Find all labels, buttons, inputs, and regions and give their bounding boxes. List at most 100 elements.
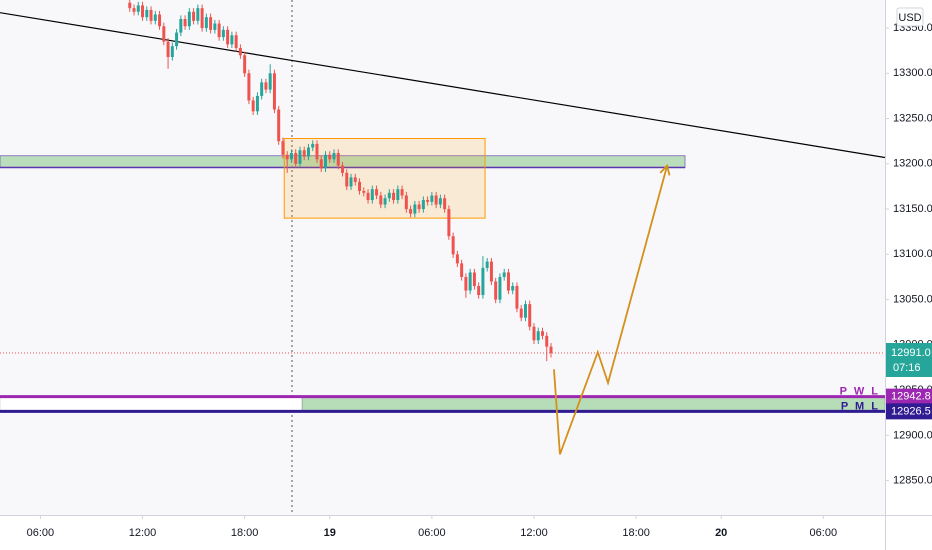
candle-body [481, 267, 485, 296]
level-name: P W L [840, 386, 880, 398]
candle-body [336, 152, 340, 166]
candle-body [285, 154, 289, 160]
candle-body [468, 272, 472, 291]
candle-body [375, 189, 379, 196]
candle-body [409, 209, 413, 214]
y-tick-label: 12900.0 [893, 429, 932, 441]
candle-body [217, 23, 221, 38]
candle-body [421, 200, 425, 210]
candle-body [485, 261, 489, 268]
candle-body [294, 152, 298, 164]
candle-body [511, 286, 515, 291]
candle-body [230, 35, 234, 45]
trendline [0, 12, 885, 159]
candle-body [472, 272, 476, 287]
candle-body [289, 152, 293, 160]
axes: 12850.012900.012950.013000.013050.013100… [27, 22, 932, 539]
candle-body [302, 150, 306, 157]
candle-body [523, 304, 527, 318]
candle-body [136, 5, 140, 12]
plot [0, 0, 885, 455]
candle-body [204, 17, 208, 29]
candle-body [306, 147, 310, 157]
candle-body [536, 331, 540, 341]
candle-body [519, 308, 523, 318]
candle-body [221, 29, 225, 38]
candle-body [192, 11, 196, 21]
candle-body [506, 272, 510, 291]
candle-body [179, 19, 183, 33]
candle-body [515, 286, 519, 309]
x-tick-label: 20 [715, 527, 727, 539]
level-price-box [886, 403, 932, 420]
candle-body [400, 189, 404, 196]
candle-body [153, 14, 157, 21]
candle-body [502, 272, 506, 277]
candle-body [277, 109, 281, 142]
candle-body [183, 19, 187, 27]
level-name: P M L [841, 400, 880, 412]
candle-body [251, 100, 255, 112]
last-price-box [886, 342, 932, 377]
y-tick-label: 13050.0 [893, 293, 932, 305]
candle-body [341, 165, 345, 173]
candle-body [434, 195, 438, 205]
candle-body [226, 29, 230, 45]
candle-body [247, 73, 251, 101]
candle-body [145, 9, 149, 18]
currency-box [896, 7, 924, 27]
candle-body [311, 143, 315, 148]
candle-body [362, 190, 366, 193]
candle-body [358, 181, 362, 191]
candle-body [209, 17, 213, 30]
candle-body [187, 11, 191, 27]
candle-body [213, 23, 217, 30]
candle-body [272, 73, 276, 110]
candle-body [166, 41, 170, 58]
candle-body [489, 261, 493, 282]
candle-body [328, 154, 332, 160]
candle-body [396, 189, 400, 201]
x-tick-label: 06:00 [810, 527, 838, 539]
candle-body [443, 198, 447, 210]
candle-body [540, 331, 544, 336]
candle-body [264, 82, 268, 90]
candle-body [383, 198, 387, 205]
y-tick-label: 13200.0 [893, 158, 932, 170]
level-price-box [886, 388, 932, 405]
plot-background [0, 0, 885, 515]
level-gap [0, 396, 303, 412]
projection-arrowhead [659, 163, 671, 176]
candle-body [234, 35, 238, 48]
candle-body [349, 177, 353, 187]
candle-body [494, 281, 498, 300]
candle-body [392, 192, 396, 201]
candle-body [353, 177, 357, 182]
candle-body [319, 159, 323, 169]
x-tick-label: 19 [324, 527, 336, 539]
candle-body [162, 26, 166, 42]
x-tick-label: 12:00 [520, 527, 548, 539]
candle-body [545, 335, 549, 347]
candle-body [132, 8, 136, 12]
candle-body [451, 236, 455, 255]
x-tick-label: 06:00 [27, 527, 55, 539]
level-zone [301, 396, 885, 412]
candle-body [196, 8, 200, 21]
candle-body [298, 150, 302, 164]
candle-body [455, 254, 459, 264]
candle-body [158, 14, 162, 27]
candle-body [417, 204, 421, 210]
candle-body [460, 263, 464, 277]
candle-body [345, 172, 349, 187]
candle-body [413, 204, 417, 214]
candle-body [260, 82, 264, 96]
candle-body [387, 192, 391, 199]
candle-body [370, 189, 374, 201]
candle-body [323, 154, 327, 169]
candle-body [149, 9, 153, 21]
y-tick-label: 12850.0 [893, 475, 932, 487]
candle-body [404, 195, 408, 210]
candle-body [200, 8, 204, 29]
candle-body [238, 47, 242, 56]
